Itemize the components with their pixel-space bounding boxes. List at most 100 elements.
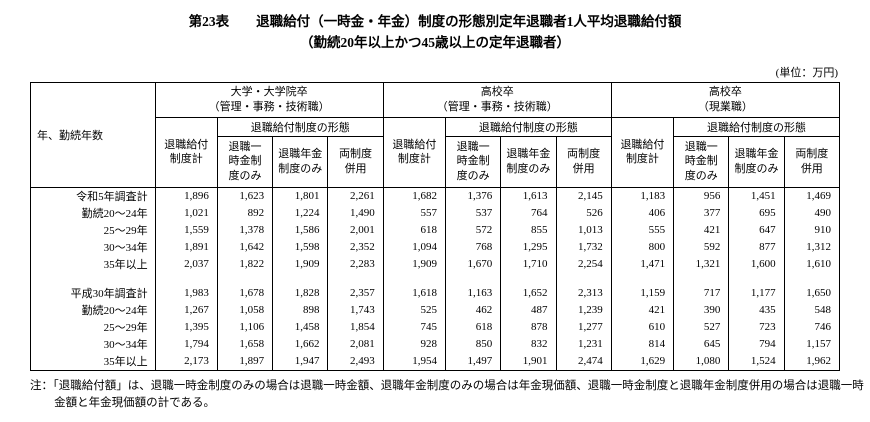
value-cell: 1,613 [500, 187, 557, 205]
both-header: 両制度 併用 [555, 135, 612, 188]
value-cell: 555 [610, 221, 675, 239]
value-cell: 898 [272, 301, 329, 319]
value-cell: 1,662 [272, 335, 329, 353]
table-row: 35年以上 2,173 1,897 1,947 2,493 1,954 1,497 1,901… [30, 352, 841, 371]
value-cell: 1,106 [216, 318, 274, 336]
value-cell: 1,896 [154, 187, 218, 205]
value-cell: 928 [382, 335, 447, 353]
value-cell: 1,312 [783, 238, 841, 256]
value-cell: 1,239 [555, 301, 612, 319]
row-label: 30～34年 [30, 335, 156, 353]
value-cell: 1,267 [154, 301, 218, 319]
value-cell: 487 [500, 301, 557, 319]
row-label: 勤続20～24年 [30, 301, 156, 319]
note-text: 注：「退職給付額」は、退職一時金制度のみの場合は退職一時金額、退職年金制度のみの… [30, 379, 864, 410]
value-cell: 2,283 [327, 255, 384, 273]
value-cell: 956 [673, 187, 730, 205]
value-cell: 647 [728, 221, 785, 239]
value-cell: 855 [500, 221, 557, 239]
value-cell: 1,678 [216, 284, 274, 302]
value-cell: 421 [673, 221, 730, 239]
value-cell: 1,901 [500, 352, 557, 371]
value-cell [555, 272, 612, 285]
value-cell: 610 [610, 318, 675, 336]
value-cell: 1,658 [216, 335, 274, 353]
value-cell: 1,376 [444, 187, 502, 205]
value-cell: 1,451 [728, 187, 785, 205]
value-cell: 1,177 [728, 284, 785, 302]
value-cell: 1,524 [728, 352, 785, 371]
value-cell: 850 [444, 335, 502, 353]
title-line1: 第23表 退職給付（一時金・年金）制度の形態別定年退職者1人平均退職給付額 [188, 14, 682, 29]
value-cell: 2,313 [555, 284, 612, 302]
form-group-header: 退職給付制度の形態 [445, 116, 612, 137]
value-cell: 618 [382, 221, 447, 239]
value-cell: 1,013 [555, 221, 612, 239]
value-cell: 390 [673, 301, 730, 319]
value-cell: 877 [728, 238, 785, 256]
value-cell: 1,954 [382, 352, 447, 371]
value-cell: 421 [610, 301, 675, 319]
lump-only-header: 退職一 時金制 度のみ [673, 135, 730, 188]
row-label: 平成30年調査計 [30, 284, 156, 302]
value-cell: 1,080 [673, 352, 730, 371]
value-cell: 1,058 [216, 301, 274, 319]
value-cell: 1,471 [610, 255, 675, 273]
row-label: 25～29年 [30, 221, 156, 239]
group-header-hs-clerical: 高校卒 （管理・事務・技術職） [382, 81, 612, 118]
separator-row [30, 272, 841, 285]
value-cell: 1,224 [272, 204, 329, 222]
value-cell: 525 [382, 301, 447, 319]
value-cell: 2,261 [327, 187, 384, 205]
value-cell: 1,321 [673, 255, 730, 273]
value-cell: 1,183 [610, 187, 675, 205]
value-cell: 406 [610, 204, 675, 222]
value-cell: 1,157 [783, 335, 841, 353]
table-row: 勤続20～24年 1,021 892 1,224 1,490 557 537 764 526 40… [30, 204, 841, 222]
table-body: 令和5年調査計 1,896 1,623 1,801 2,261 1,682 1,376 1,6… [30, 187, 841, 371]
value-cell: 794 [728, 335, 785, 353]
value-cell [327, 272, 384, 285]
value-cell: 745 [382, 318, 447, 336]
value-cell: 557 [382, 204, 447, 222]
value-cell: 1,610 [783, 255, 841, 273]
table-row: 30～34年 1,891 1,642 1,598 2,352 1,094 768 1,295 1… [30, 238, 841, 256]
lump-only-header: 退職一 時金制 度のみ [444, 135, 502, 188]
value-cell: 1,163 [444, 284, 502, 302]
statistics-table: 年、勤続年数 大学・大学院卒 （管理・事務・技術職） 高校卒 （管理・事務・技術… [30, 81, 841, 371]
value-cell: 548 [783, 301, 841, 319]
value-cell: 1,094 [382, 238, 447, 256]
value-cell [382, 272, 447, 285]
table-row: 令和5年調査計 1,896 1,623 1,801 2,261 1,682 1,376 1,6… [30, 187, 841, 205]
value-cell [500, 272, 557, 285]
value-cell: 377 [673, 204, 730, 222]
value-cell: 1,586 [272, 221, 329, 239]
value-cell [272, 272, 329, 285]
row-label: 35年以上 [30, 255, 156, 273]
value-cell: 717 [673, 284, 730, 302]
value-cell: 746 [783, 318, 841, 336]
value-cell: 1,395 [154, 318, 218, 336]
value-cell: 1,854 [327, 318, 384, 336]
row-label: 勤続20～24年 [30, 204, 156, 222]
value-cell: 1,983 [154, 284, 218, 302]
row-label: 令和5年調査計 [30, 187, 156, 205]
both-header: 両制度 併用 [327, 135, 384, 188]
value-cell: 2,081 [327, 335, 384, 353]
value-cell: 645 [673, 335, 730, 353]
page-title: 第23表 退職給付（一時金・年金）制度の形態別定年退職者1人平均退職給付額 （勤… [30, 12, 840, 54]
value-cell: 1,559 [154, 221, 218, 239]
value-cell: 1,642 [216, 238, 274, 256]
value-cell: 695 [728, 204, 785, 222]
value-cell: 1,710 [500, 255, 557, 273]
value-cell [216, 272, 274, 285]
value-cell: 1,732 [555, 238, 612, 256]
value-cell: 1,909 [382, 255, 447, 273]
value-cell: 2,254 [555, 255, 612, 273]
value-cell [610, 272, 675, 285]
sub-header-row: 退職一 時金制 度のみ 退職年金 制度のみ 両制度 併用 退職一 時金制 度のみ… [31, 135, 841, 188]
value-cell: 1,962 [783, 352, 841, 371]
value-cell: 1,295 [500, 238, 557, 256]
value-cell: 527 [673, 318, 730, 336]
